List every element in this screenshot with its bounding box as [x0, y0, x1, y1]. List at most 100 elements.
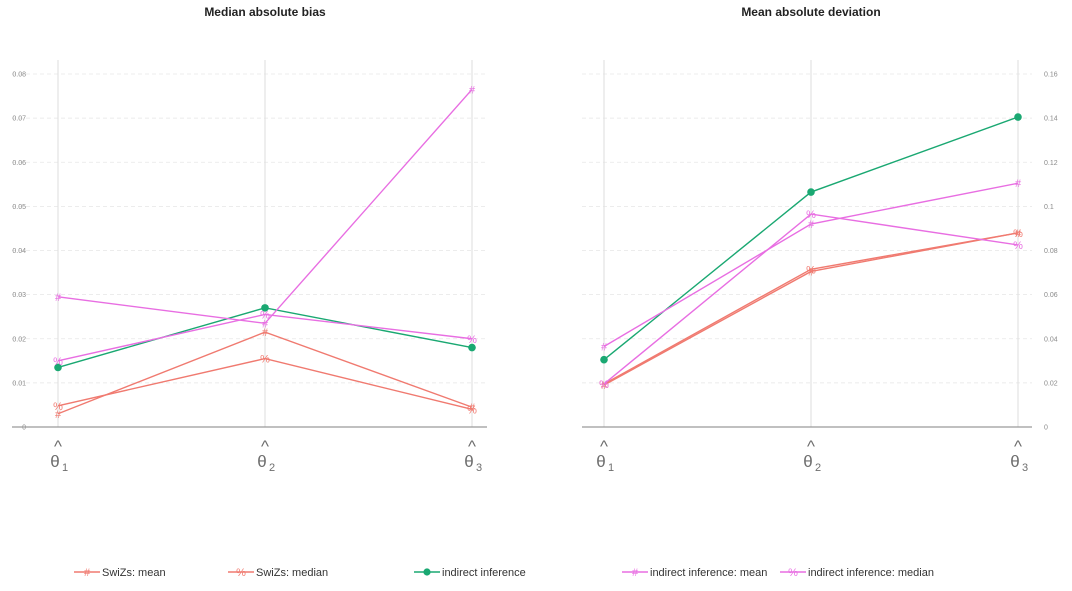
data-point: %: [260, 354, 270, 366]
data-point: #: [1015, 178, 1022, 190]
y-tick-label: 0.12: [1044, 160, 1058, 167]
data-point: #: [601, 380, 608, 392]
data-point: [261, 304, 269, 312]
legend-marker: #: [632, 567, 639, 579]
data-point: #: [601, 341, 608, 353]
y-tick-label: 0.03: [12, 292, 26, 299]
legend-item-indirect-inference-median: % indirect inference: median: [780, 567, 934, 579]
series-swizs-median: %%%: [599, 228, 1023, 391]
hat-symbol: ^: [600, 437, 608, 456]
y-tick-label: 0.14: [1044, 116, 1058, 123]
series-line-indirect-inference-mean: [57, 88, 473, 325]
x-tick-label-1: ^θ 1: [596, 437, 614, 474]
chart-title: Median absolute bias: [204, 5, 326, 19]
data-point: #: [469, 84, 476, 96]
x-tick-label-2: ^θ 2: [803, 437, 821, 474]
y-tick-label: 0.04: [12, 248, 26, 255]
hat-symbol: ^: [807, 437, 815, 456]
y-tick-label: 0.06: [1044, 292, 1058, 299]
hat-symbol: ^: [1014, 437, 1022, 456]
legend-marker: %: [236, 567, 246, 579]
y-tick-label: 0: [22, 425, 26, 432]
data-point: #: [262, 318, 269, 330]
subscript: 1: [608, 462, 614, 474]
data-point: %: [599, 379, 609, 391]
panel-median-absolute-bias: Median absolute bias 0 0.01 0.02 0.03 0.04 0.0…: [12, 5, 487, 474]
series-indirect-inference-median: %%%: [599, 209, 1023, 391]
series-swizs-mean: # # #: [601, 228, 1022, 392]
y-tick-label: 0.04: [1044, 336, 1058, 343]
subscript: 1: [62, 462, 68, 474]
data-point: %: [806, 209, 816, 221]
data-point: %: [53, 356, 63, 368]
data-point: [1014, 113, 1022, 121]
theta-symbol: θ: [50, 452, 59, 471]
series-line-swizs-median: [603, 232, 1019, 385]
legend-item-indirect-inference: indirect inference: [414, 567, 526, 579]
y-tick-label: 0: [1044, 425, 1048, 432]
data-point: #: [808, 266, 815, 278]
legend-item-swizs-median: % SwiZs: median: [228, 567, 328, 579]
series-line-indirect-inference-median: [57, 313, 473, 362]
y-tick-label: 0.02: [1044, 380, 1058, 387]
series-line-indirect-inference-median: [603, 213, 1019, 385]
data-point: %: [260, 309, 270, 321]
theta-symbol: θ: [596, 452, 605, 471]
legend: # SwiZs: mean% SwiZs: median indirect infer…: [74, 567, 934, 579]
subscript: 2: [269, 462, 275, 474]
data-point: [600, 355, 608, 364]
y-tick-label: 0.1: [1044, 204, 1054, 211]
legend-label: indirect inference: median: [808, 567, 934, 579]
y-tick-label: 0.07: [12, 116, 26, 123]
theta-symbol: θ: [803, 452, 812, 471]
panel-mean-absolute-deviation: Mean absolute deviation 0 0.02 0.04 0.06 0.08…: [582, 5, 1058, 474]
series-swizs-mean: # # #: [55, 327, 476, 421]
legend-item-swizs-mean: # SwiZs: mean: [74, 567, 166, 579]
series-line-indirect-inference-mean: [603, 182, 1019, 348]
series-swizs-median: %%%: [53, 354, 477, 417]
series-line-swizs-median: [57, 357, 473, 411]
y-tick-label: 0.01: [12, 380, 26, 387]
data-point: %: [1013, 228, 1023, 240]
subscript: 3: [1022, 462, 1028, 474]
y-tick-label: 0.08: [12, 72, 26, 79]
y-tick-label: 0.05: [12, 204, 26, 211]
y-tick-label: 0.06: [12, 160, 26, 167]
data-point: #: [55, 292, 62, 304]
x-tick-label-3: ^θ 3: [464, 437, 482, 474]
theta-symbol: θ: [464, 452, 473, 471]
theta-symbol: θ: [257, 452, 266, 471]
y-tick-label: 0.02: [12, 336, 26, 343]
data-point: [54, 363, 62, 372]
series-indirect-inference-mean: # # #: [55, 84, 476, 330]
legend-label: indirect inference: [442, 567, 526, 579]
legend-marker: %: [788, 567, 798, 579]
chart-title: Mean absolute deviation: [741, 5, 880, 19]
data-point: #: [808, 219, 815, 231]
data-point: %: [1013, 240, 1023, 252]
legend-marker: #: [84, 567, 91, 579]
series-indirect-inference: [54, 304, 476, 372]
subscript: 3: [476, 462, 482, 474]
data-point: #: [1015, 228, 1022, 240]
hat-symbol: ^: [54, 437, 62, 456]
data-point: %: [806, 264, 816, 276]
x-tick-label-1: ^θ 1: [50, 437, 68, 474]
data-point: #: [469, 402, 476, 414]
y-tick-label: 0.16: [1044, 72, 1058, 79]
data-point: [468, 343, 476, 352]
series-indirect-inference-median: %%%: [53, 309, 477, 367]
series-line-swizs-mean: [57, 331, 473, 415]
series-indirect-inference-mean: # # #: [601, 178, 1022, 353]
theta-symbol: θ: [1010, 452, 1019, 471]
legend-item-indirect-inference-mean: # indirect inference: mean: [622, 567, 767, 579]
data-point: #: [55, 409, 62, 421]
series-indirect-inference: [600, 113, 1022, 364]
subscript: 2: [815, 462, 821, 474]
data-point: %: [467, 334, 477, 346]
data-point: [807, 188, 815, 196]
legend-label: SwiZs: median: [256, 567, 328, 579]
hat-symbol: ^: [261, 437, 269, 456]
